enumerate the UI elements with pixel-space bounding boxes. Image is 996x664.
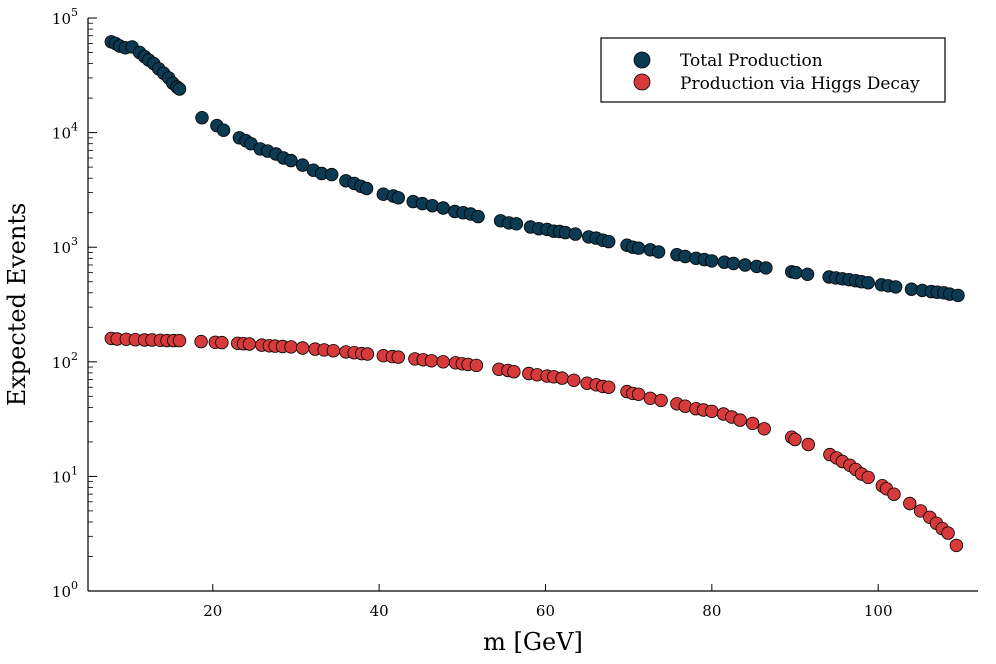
point-total-production bbox=[602, 234, 616, 249]
point-higgs-decay bbox=[326, 344, 341, 358]
point-total-production bbox=[705, 254, 719, 268]
point-higgs-decay bbox=[172, 333, 187, 348]
point-higgs-decay bbox=[705, 404, 719, 419]
point-higgs-decay bbox=[391, 350, 406, 364]
point-higgs-decay bbox=[631, 387, 646, 402]
point-total-production bbox=[800, 267, 815, 282]
point-higgs-decay bbox=[643, 391, 658, 406]
x-ticks: 20 40 60 80 100 bbox=[203, 584, 893, 620]
y-tick-label: 102 bbox=[52, 350, 78, 372]
point-higgs-decay bbox=[949, 538, 964, 553]
point-higgs-decay bbox=[757, 422, 771, 436]
point-total-production bbox=[216, 123, 231, 137]
point-total-production bbox=[359, 181, 374, 196]
point-higgs-decay bbox=[295, 341, 310, 355]
point-total-production bbox=[726, 256, 741, 271]
point-total-production bbox=[471, 209, 485, 224]
point-higgs-decay bbox=[903, 496, 917, 511]
point-higgs-decay bbox=[194, 334, 208, 349]
legend-marker-higgs-decay bbox=[633, 73, 651, 91]
point-total-production bbox=[509, 217, 524, 231]
point-higgs-decay bbox=[801, 437, 816, 452]
y-tick-label: 105 bbox=[52, 6, 78, 28]
point-total-production bbox=[889, 280, 903, 294]
point-total-production bbox=[951, 288, 965, 303]
x-tick-label: 40 bbox=[370, 602, 389, 620]
x-tick-label: 60 bbox=[536, 602, 555, 620]
point-higgs-decay bbox=[654, 393, 668, 408]
y-axis-title: Expected Events bbox=[3, 203, 31, 407]
point-higgs-decay bbox=[215, 335, 229, 350]
y-tick-label: 104 bbox=[52, 121, 78, 143]
x-axis-title: m [GeV] bbox=[483, 628, 583, 656]
point-total-production bbox=[391, 191, 406, 205]
point-total-production bbox=[325, 167, 339, 182]
point-higgs-decay bbox=[436, 355, 450, 369]
point-total-production bbox=[425, 198, 440, 213]
point-higgs-decay bbox=[913, 504, 928, 518]
point-higgs-decay bbox=[745, 416, 760, 431]
point-higgs-decay bbox=[424, 354, 439, 368]
point-total-production bbox=[568, 227, 583, 241]
x-tick-label: 20 bbox=[203, 602, 222, 620]
legend-label-higgs-decay: Production via Higgs Decay bbox=[680, 74, 920, 94]
point-total-production bbox=[759, 261, 773, 275]
point-total-production bbox=[651, 245, 666, 259]
data-points bbox=[104, 35, 965, 553]
point-higgs-decay bbox=[555, 371, 569, 385]
point-higgs-decay bbox=[360, 347, 375, 361]
x-tick-label: 100 bbox=[864, 602, 893, 620]
point-total-production bbox=[738, 258, 752, 272]
point-higgs-decay bbox=[941, 526, 955, 540]
legend-box bbox=[600, 37, 946, 103]
point-total-production bbox=[631, 241, 646, 255]
point-total-production bbox=[789, 265, 803, 280]
legend: Total Production Production via Higgs De… bbox=[600, 37, 946, 103]
point-higgs-decay bbox=[507, 365, 521, 379]
y-tick-label: 100 bbox=[52, 579, 78, 601]
point-higgs-decay bbox=[567, 373, 581, 388]
y-tick-label: 103 bbox=[52, 235, 78, 257]
legend-label-total-production: Total Production bbox=[680, 51, 823, 71]
point-total-production bbox=[284, 153, 298, 168]
point-higgs-decay bbox=[861, 470, 875, 485]
point-higgs-decay bbox=[887, 487, 901, 501]
y-ticks: 100 101 102 103 104 105 bbox=[52, 6, 97, 601]
point-higgs-decay bbox=[469, 358, 484, 373]
point-higgs-decay bbox=[242, 337, 257, 351]
point-higgs-decay bbox=[284, 340, 298, 354]
point-total-production bbox=[295, 158, 310, 172]
x-tick-label: 80 bbox=[702, 602, 721, 620]
point-higgs-decay bbox=[788, 432, 802, 447]
axes bbox=[87, 18, 978, 592]
point-higgs-decay bbox=[602, 380, 616, 394]
point-total-production bbox=[436, 201, 450, 215]
point-total-production bbox=[861, 276, 875, 290]
point-total-production bbox=[172, 82, 187, 96]
y-tick-label: 101 bbox=[52, 464, 78, 486]
legend-marker-total-production bbox=[633, 51, 651, 69]
point-total-production bbox=[195, 110, 209, 125]
point-higgs-decay bbox=[733, 413, 747, 427]
